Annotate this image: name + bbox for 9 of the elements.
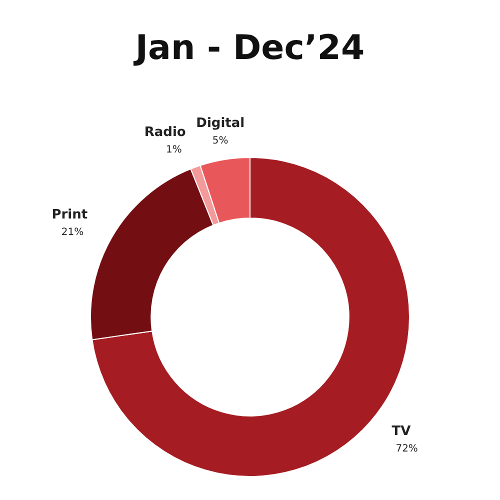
data-label: 1% — [166, 144, 182, 156]
slice-label: Digital — [196, 116, 245, 132]
slice-label: TV — [392, 424, 411, 440]
chart-title: Jan - Dec’24 — [132, 27, 366, 70]
data-label: 21% — [61, 226, 84, 238]
slice-label: Print — [52, 208, 88, 223]
slice-label: Radio — [144, 125, 186, 140]
data-label: 5% — [212, 135, 228, 146]
data-label: 72% — [396, 443, 418, 454]
